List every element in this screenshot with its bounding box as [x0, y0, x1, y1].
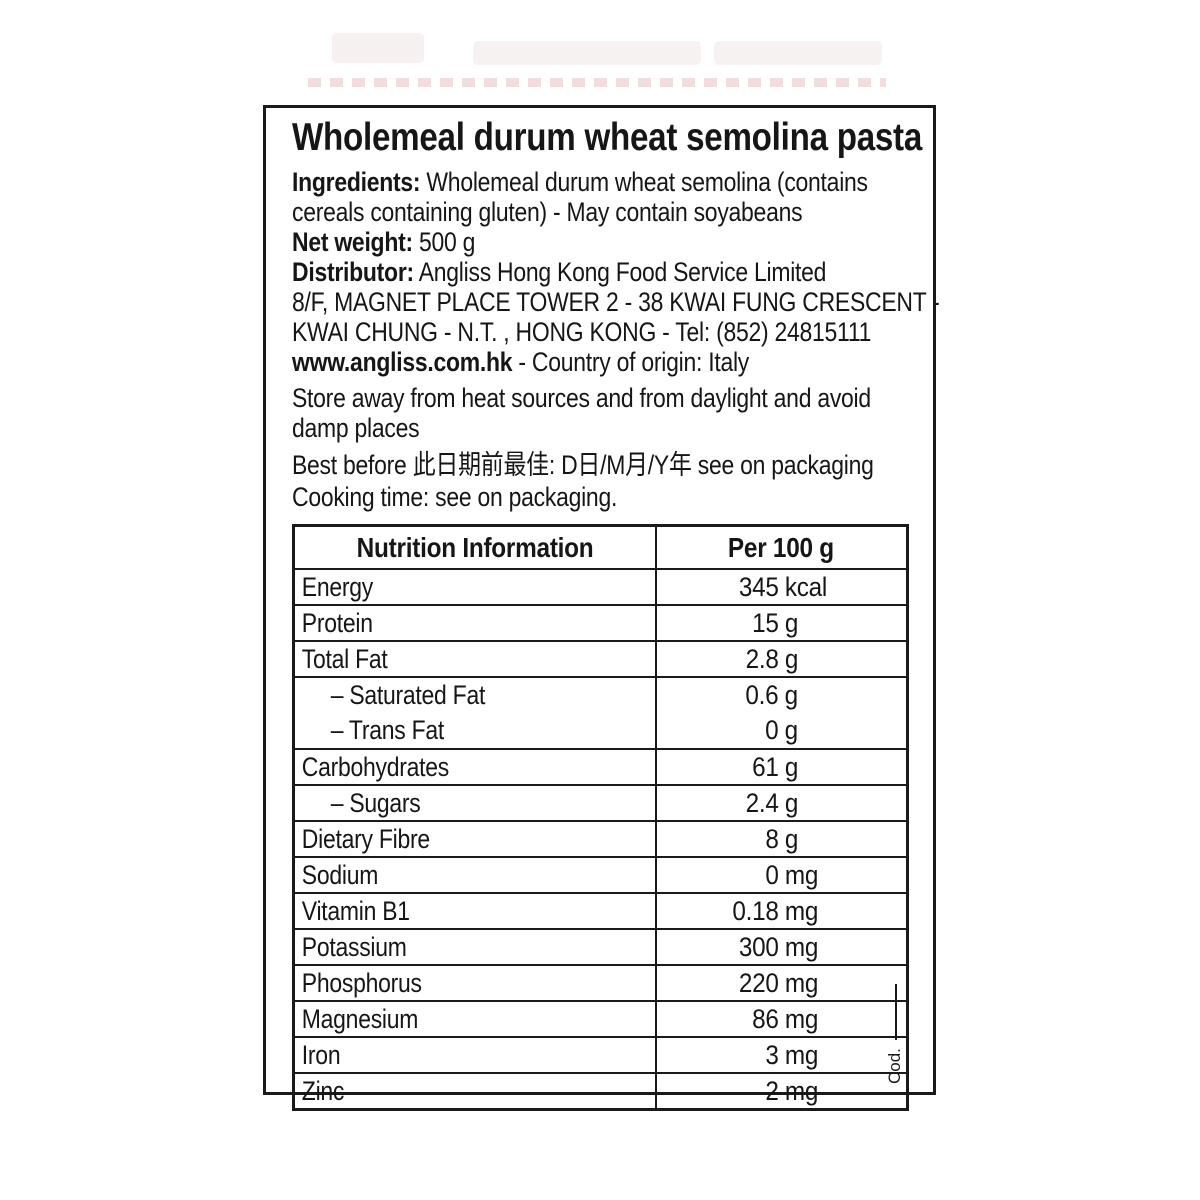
cooking-time-line: Cooking time: see on packaging. [292, 482, 618, 512]
distributor-name: Angliss Hong Kong Food Service Limited [413, 257, 827, 287]
nutrient-unit: mg [784, 895, 818, 926]
nutrient-name: Vitamin B1 [301, 895, 410, 926]
nutrient-name: – Sugars [330, 787, 421, 818]
watermark-line-2 [308, 78, 886, 87]
table-row-zinc: Zinc 2 mg [292, 1072, 909, 1111]
nutrient-value: 15 [751, 607, 779, 638]
cod-blank-line [892, 984, 897, 1041]
nutrient-name: Protein [301, 607, 373, 638]
nutrient-value: 8 [764, 823, 779, 854]
nutrient-name: Carbohydrates [301, 751, 450, 782]
nutrient-unit: g [784, 787, 798, 818]
nutrient-value: 0.18 [731, 895, 779, 926]
watermark-blob [714, 41, 882, 65]
nutrient-name: Total Fat [301, 643, 388, 674]
nutrient-unit: g [784, 715, 798, 745]
ingredients-text: Wholemeal durum wheat semolina (contains [420, 167, 868, 197]
nutrient-name: Potassium [301, 931, 407, 962]
header-nutrition-information: Nutrition Information [292, 524, 657, 570]
nutrient-value: 220 [738, 967, 779, 998]
nutrient-value: 2.8 [745, 643, 779, 674]
net-weight-label: Net weight: [292, 227, 413, 257]
storage-line-1: Store away from heat sources and from da… [292, 383, 871, 413]
net-weight-value: 500 g [412, 227, 476, 257]
table-row-phosphorus: Phosphorus 220 mg [292, 964, 909, 1002]
header-per-100g: Per 100 g [654, 524, 909, 570]
distributor-label: Distributor: [292, 257, 414, 287]
distributor-line: Distributor: Angliss Hong Kong Food Serv… [292, 257, 933, 287]
storage-line-2: damp places [292, 413, 420, 443]
cod-label: Cod. [885, 1048, 904, 1084]
best-before-line: Best before 此日期前最佳: D日/M月/Y年 see on pack… [292, 450, 874, 480]
nutrient-name: Zinc [301, 1075, 345, 1106]
website-url: www.angliss.com.hk [292, 347, 513, 377]
website-line: www.angliss.com.hk - Country of origin: … [292, 347, 933, 377]
nutrient-value: 0 [764, 859, 779, 890]
nutrition-table: Nutrition Information Per 100 g Energy 3… [292, 524, 909, 1111]
nutrient-unit: mg [784, 931, 818, 962]
nutrient-value: 300 [738, 931, 779, 962]
nutrient-name: Dietary Fibre [301, 823, 430, 854]
nutrient-unit: g [784, 751, 798, 782]
table-row-potassium: Potassium 300 mg [292, 928, 909, 966]
table-row-carbohydrates: Carbohydrates 61 g [292, 748, 909, 786]
cod-mark: Cod. [885, 926, 927, 1086]
table-row-total-fat: Total Fat 2.8 g [292, 640, 909, 678]
table-row-protein: Protein 15 g [292, 604, 909, 642]
nutrient-name: Energy [301, 571, 373, 602]
table-row-sugars: – Sugars 2.4 g [292, 784, 909, 822]
label-box: Wholemeal durum wheat semolina pasta Ing… [263, 105, 940, 1111]
product-title: Wholemeal durum wheat semolina pasta [292, 116, 923, 159]
ingredients-label: Ingredients: [292, 167, 421, 197]
nutrient-unit: mg [784, 1003, 818, 1034]
origin-text: - Country of origin: Italy [512, 347, 750, 377]
net-weight-line: Net weight: 500 g [292, 227, 933, 257]
nutrient-value: 61 [751, 751, 779, 782]
nutrient-name: Phosphorus [301, 967, 422, 998]
address-line-1: 8/F, MAGNET PLACE TOWER 2 - 38 KWAI FUNG… [292, 287, 940, 317]
nutrient-unit: g [784, 607, 798, 638]
table-row-energy: Energy 345 kcal [292, 568, 909, 606]
nutrient-value: 3 [764, 1039, 779, 1070]
nutrient-value: 0 [764, 715, 779, 745]
nutrient-unit: g [784, 643, 798, 674]
nutrient-unit: mg [784, 1039, 818, 1070]
nutrient-value: 345 [738, 571, 779, 602]
nutrient-value: 2.4 [745, 787, 779, 818]
nutrient-unit: g [784, 680, 798, 710]
nutrient-name: Iron [301, 1039, 341, 1070]
nutrient-unit: mg [784, 859, 818, 890]
nutrient-value: 2 [764, 1075, 779, 1106]
ingredients-line-2: cereals containing gluten) - May contain… [292, 197, 803, 227]
nutrient-unit: mg [784, 1075, 818, 1106]
address-line-2: KWAI CHUNG - N.T. , HONG KONG - Tel: (85… [292, 317, 872, 347]
table-row-magnesium: Magnesium 86 mg [292, 1000, 909, 1038]
nutrient-name: – Saturated Fat [330, 680, 486, 710]
nutrient-value: 0.6 [745, 680, 779, 710]
nutrient-name: – Trans Fat [330, 715, 445, 745]
table-row-sodium: Sodium 0 mg [292, 856, 909, 894]
nutrient-name: Magnesium [301, 1003, 419, 1034]
ingredients-line-1: Ingredients: Wholemeal durum wheat semol… [292, 167, 933, 197]
table-header-row: Nutrition Information Per 100 g [292, 524, 909, 570]
nutrient-unit: g [784, 823, 798, 854]
table-row-vitamin-b1: Vitamin B1 0.18 mg [292, 892, 909, 930]
nutrient-name: Sodium [301, 859, 379, 890]
nutrient-unit: mg [784, 967, 818, 998]
nutrient-unit: kcal [784, 571, 827, 602]
watermark-blob [473, 41, 701, 65]
nutrient-value: 86 [751, 1003, 779, 1034]
watermark-blob [332, 33, 424, 63]
table-row-iron: Iron 3 mg [292, 1036, 909, 1074]
